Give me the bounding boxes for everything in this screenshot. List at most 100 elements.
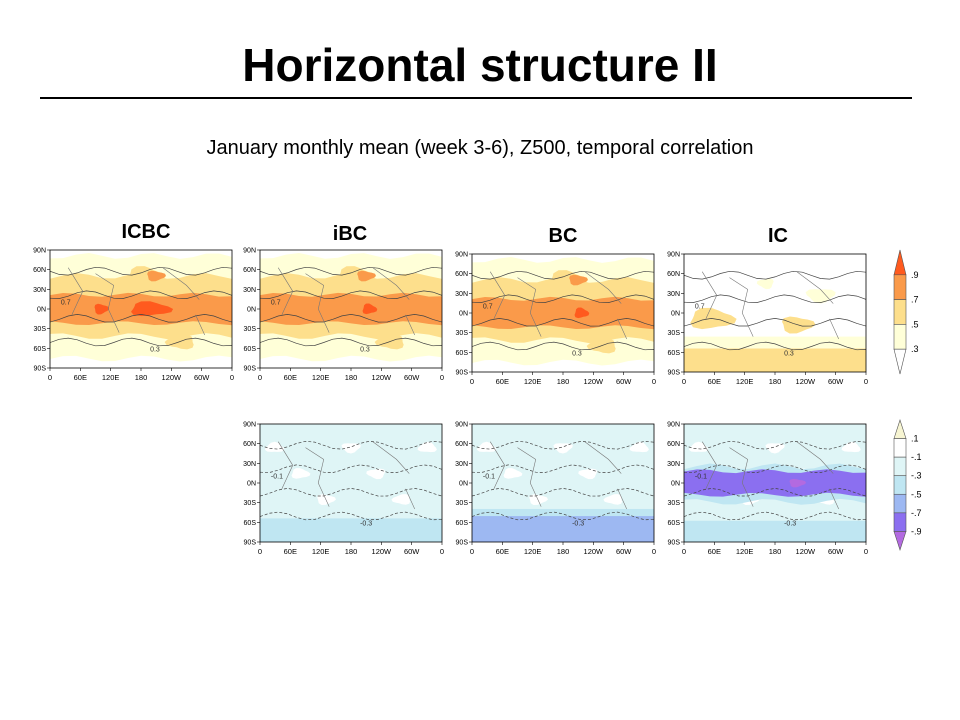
lon-tick-label: 180 <box>769 377 782 386</box>
colorbar-label: .3 <box>911 344 919 354</box>
coastline <box>489 441 627 510</box>
contour-line <box>472 488 654 497</box>
lat-tick-label: 90S <box>244 540 257 547</box>
lon-tick-label: 120E <box>524 547 542 556</box>
shading-purple-band <box>684 469 866 497</box>
colorbar-arrow-top <box>893 249 907 276</box>
lat-tick-label: 60N <box>243 441 256 448</box>
colorbar-label: .7 <box>911 295 919 305</box>
shading-red-core <box>131 301 174 317</box>
lat-tick-label: 60N <box>455 271 468 278</box>
contour-label: -0.3 <box>360 520 372 527</box>
lat-tick-label: 0N <box>247 481 256 488</box>
shading-north-core <box>357 270 376 282</box>
shading-red-core <box>574 307 590 319</box>
lon-tick-label: 60E <box>496 547 509 556</box>
lon-tick-label: 60E <box>708 547 721 556</box>
lon-tick-label: 180 <box>557 547 570 556</box>
contour-line <box>684 511 866 521</box>
colorbar-segment <box>893 274 907 300</box>
lon-tick-label: 0 <box>258 547 262 556</box>
lat-tick-label: 90N <box>243 248 256 255</box>
lat-tick-label: 60S <box>244 346 257 353</box>
shading-south-band <box>684 348 866 372</box>
slide-title: Horizontal structure II <box>242 39 718 91</box>
shading-orange-band <box>260 292 442 326</box>
coastline <box>701 441 839 510</box>
contour-label: 0.3 <box>784 350 794 357</box>
shading-north-core <box>147 270 166 282</box>
map-panel-bc-correlation: 0.7 0.3 90N 60N 30N 0N 30S 60S 90S 0 60E 120E 180 120… <box>452 248 662 396</box>
coastline <box>67 267 205 336</box>
contour-line <box>260 266 442 276</box>
contour-label: -0.3 <box>784 520 796 527</box>
contour-line <box>472 341 654 351</box>
map-panel-ic-correlation: 0.7 0.3 90N 60N 30N 0N 30S 60S 90S 0 60E 120E 180 120… <box>664 248 874 396</box>
colorbar-segment <box>893 438 907 458</box>
shading-white-patch <box>391 494 411 505</box>
colorbar-label: .9 <box>911 270 919 280</box>
lon-tick-label: 0 <box>258 373 262 382</box>
column-label-ic: IC <box>768 225 788 247</box>
colorbar-figure: .9 .7 .5 .3 <box>893 249 919 375</box>
lon-tick-label: 0 <box>864 377 868 386</box>
contour-line <box>684 294 866 303</box>
lat-tick-label: 90S <box>34 366 47 373</box>
lon-tick-label: 60W <box>828 547 844 556</box>
map-panel-ibc-correlation: 0.7 0.3 90N 60N 30N 0N 30S 60S 90S 0 60E 120E 180 120… <box>240 244 450 392</box>
colorbar-label: .1 <box>911 434 919 444</box>
lat-tick-label: 30N <box>33 287 46 294</box>
contour-line <box>260 488 442 497</box>
column-label-icbc: ICBC <box>121 221 171 243</box>
contour-label: -0.1 <box>695 473 707 480</box>
lat-tick-label: 30S <box>668 500 681 507</box>
lon-tick-label: 0 <box>48 373 52 382</box>
contour-line <box>684 318 866 327</box>
lon-tick-label: 120W <box>584 547 605 556</box>
lon-tick-label: 180 <box>345 547 358 556</box>
lon-tick-label: 180 <box>135 373 148 382</box>
contour-line <box>472 318 654 327</box>
colorbar-segment <box>893 456 907 477</box>
lon-tick-label: 60W <box>404 373 420 382</box>
colorbar-label: -.9 <box>911 526 922 536</box>
contour-line <box>684 341 866 351</box>
lon-tick-label: 120E <box>524 377 542 386</box>
lat-tick-label: 90N <box>243 422 256 429</box>
colorbar-figure: .1 -.1 -.3 -.5 -.7 -.9 <box>893 419 922 551</box>
shading-red-core <box>362 303 378 315</box>
shading-white-patch <box>603 494 623 505</box>
lon-tick-label: 0 <box>864 547 868 556</box>
colorbar-arrow-top <box>893 419 907 439</box>
shading-white-patch <box>765 443 785 454</box>
lon-tick-label: 120W <box>162 373 183 382</box>
contour-label: 0.7 <box>695 303 705 310</box>
lon-tick-label: 120W <box>372 373 393 382</box>
lon-tick-label: 120W <box>796 377 817 386</box>
shading-south-band <box>472 516 654 542</box>
colorbar-segment <box>893 324 907 350</box>
lon-tick-label: 0 <box>682 377 686 386</box>
lat-tick-label: 60S <box>456 350 469 357</box>
shading-orange-band <box>472 296 654 330</box>
colorbar-segment <box>893 475 907 495</box>
coastline <box>489 271 627 340</box>
map-panel-icbc-correlation: 0.7 0.3 90N 60N 30N 0N 30S 60S 90S 0 60E 120E 180 120… <box>30 244 240 392</box>
contour-line <box>684 270 866 280</box>
lat-tick-label: 60S <box>668 350 681 357</box>
lat-tick-label: 90S <box>456 540 469 547</box>
lat-tick-label: 30S <box>34 326 47 333</box>
contour-line <box>684 464 866 473</box>
shading-white-patch <box>629 441 649 453</box>
shading-strong-core <box>789 478 807 488</box>
lat-tick-label: 30S <box>244 500 257 507</box>
lon-tick-label: 60W <box>616 547 632 556</box>
contour-line <box>260 511 442 521</box>
